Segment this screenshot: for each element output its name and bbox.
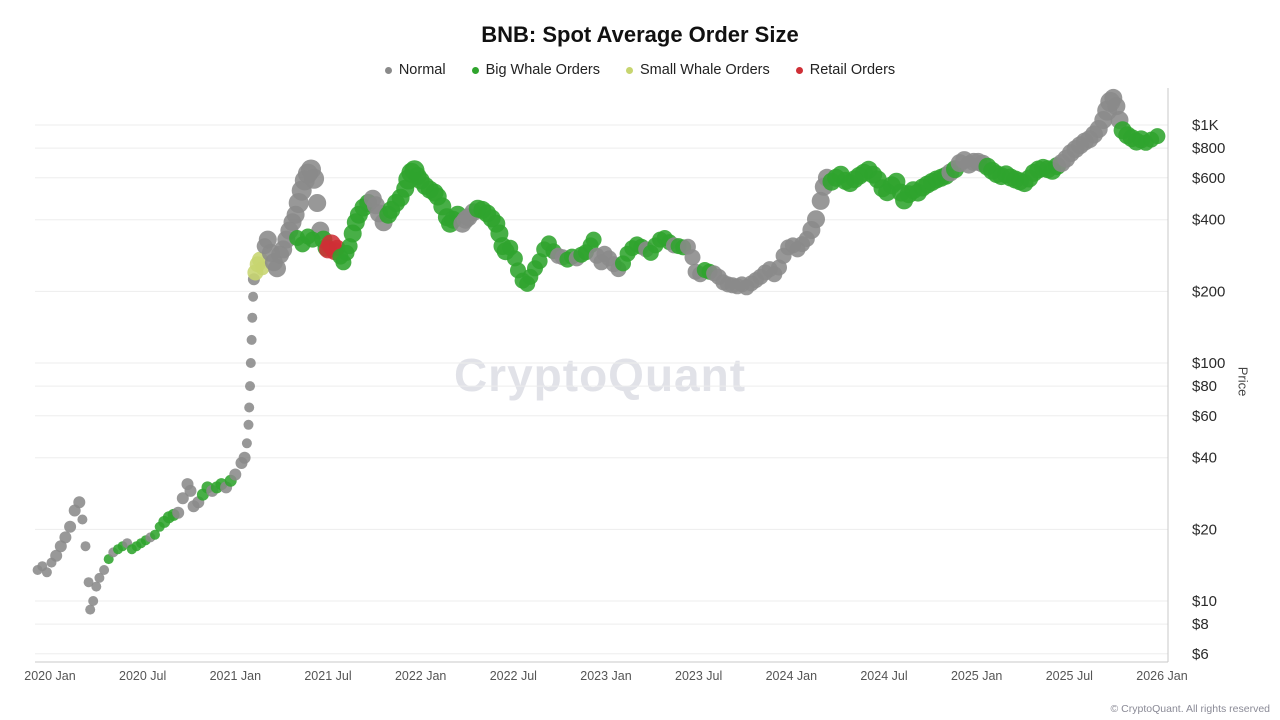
data-point [77,514,88,525]
x-tick-label: 2022 Jul [490,669,537,683]
data-point [54,540,67,553]
y-tick-label: $20 [1192,521,1217,538]
data-point [243,419,254,430]
data-point [807,210,825,229]
data-point [245,358,256,368]
y-tick-label: $100 [1192,355,1225,372]
data-point [811,191,830,210]
x-tick-label: 2025 Jan [951,669,1002,683]
legend-label: Small Whale Orders [640,62,770,78]
data-point [85,604,96,615]
legend-dot-icon [795,66,803,74]
price-axis-title: Price [1235,366,1251,397]
data-point [238,451,251,464]
data-point [83,577,94,588]
x-tick-label: 2025 Jul [1046,669,1093,683]
chart-title: BNB: Spot Average Order Size [481,22,799,47]
y-tick-label: $400 [1192,212,1225,229]
x-tick-label: 2023 Jul [675,669,722,683]
data-point [244,402,255,413]
copyright-footer: © CryptoQuant. All rights reserved [1110,703,1270,715]
legend-label: Retail Orders [809,62,896,78]
data-point [176,492,189,505]
x-tick-label: 2020 Jan [24,669,75,683]
data-point [585,231,602,248]
data-point [64,520,77,533]
y-tick-label: $80 [1192,378,1217,395]
data-point [73,496,86,509]
data-point [99,565,110,575]
data-point [247,312,258,323]
y-tick-label: $60 [1192,408,1217,425]
y-tick-label: $10 [1192,593,1217,610]
data-point [80,541,91,552]
legend-item-retail-orders[interactable]: Retail Orders [795,62,896,78]
y-tick-label: $6 [1192,646,1209,663]
y-tick-label: $1K [1192,117,1219,134]
x-tick-label: 2020 Jul [119,669,166,683]
y-tick-label: $800 [1192,140,1225,157]
legend-dot-icon [384,66,392,74]
data-point [1107,97,1126,116]
data-point [50,549,63,562]
legend-label: Big Whale Orders [485,62,600,78]
data-point [684,249,701,266]
x-tick-label: 2023 Jan [580,669,631,683]
x-tick-label: 2021 Jan [210,669,261,683]
data-point [248,291,259,302]
x-tick-label: 2022 Jan [395,669,446,683]
y-tick-label: $600 [1192,170,1225,187]
x-tick-label: 2021 Jul [304,669,351,683]
x-tick-label: 2024 Jan [766,669,817,683]
data-point [245,381,255,392]
legend-label: Normal [398,62,446,78]
data-point [229,468,242,481]
data-point [506,250,523,267]
data-point [172,506,185,519]
data-point [1149,128,1166,145]
data-point [241,438,252,449]
data-point [268,259,286,278]
data-point [184,484,197,497]
data-point [59,531,72,544]
data-point [308,194,327,212]
legend-item-normal[interactable]: Normal [384,62,446,78]
y-tick-label: $200 [1192,283,1225,300]
legend: Normal Big Whale Orders Small Whale Orders… [0,62,1280,78]
x-tick-label: 2026 Jan [1136,669,1187,683]
y-tick-label: $40 [1192,450,1217,467]
data-point [246,334,257,345]
legend-item-big-whale-orders[interactable]: Big Whale Orders [471,62,600,78]
x-tick-label: 2024 Jul [860,669,907,683]
legend-dot-icon [471,66,479,74]
data-point [304,168,325,189]
legend-dot-icon [626,66,633,74]
legend-item-small-whale-orders[interactable]: Small Whale Orders [626,62,770,78]
data-point [91,581,102,592]
y-tick-label: $8 [1192,616,1209,633]
data-point [150,529,160,540]
data-point [94,572,105,583]
data-point [88,596,99,606]
data-point [41,567,52,578]
